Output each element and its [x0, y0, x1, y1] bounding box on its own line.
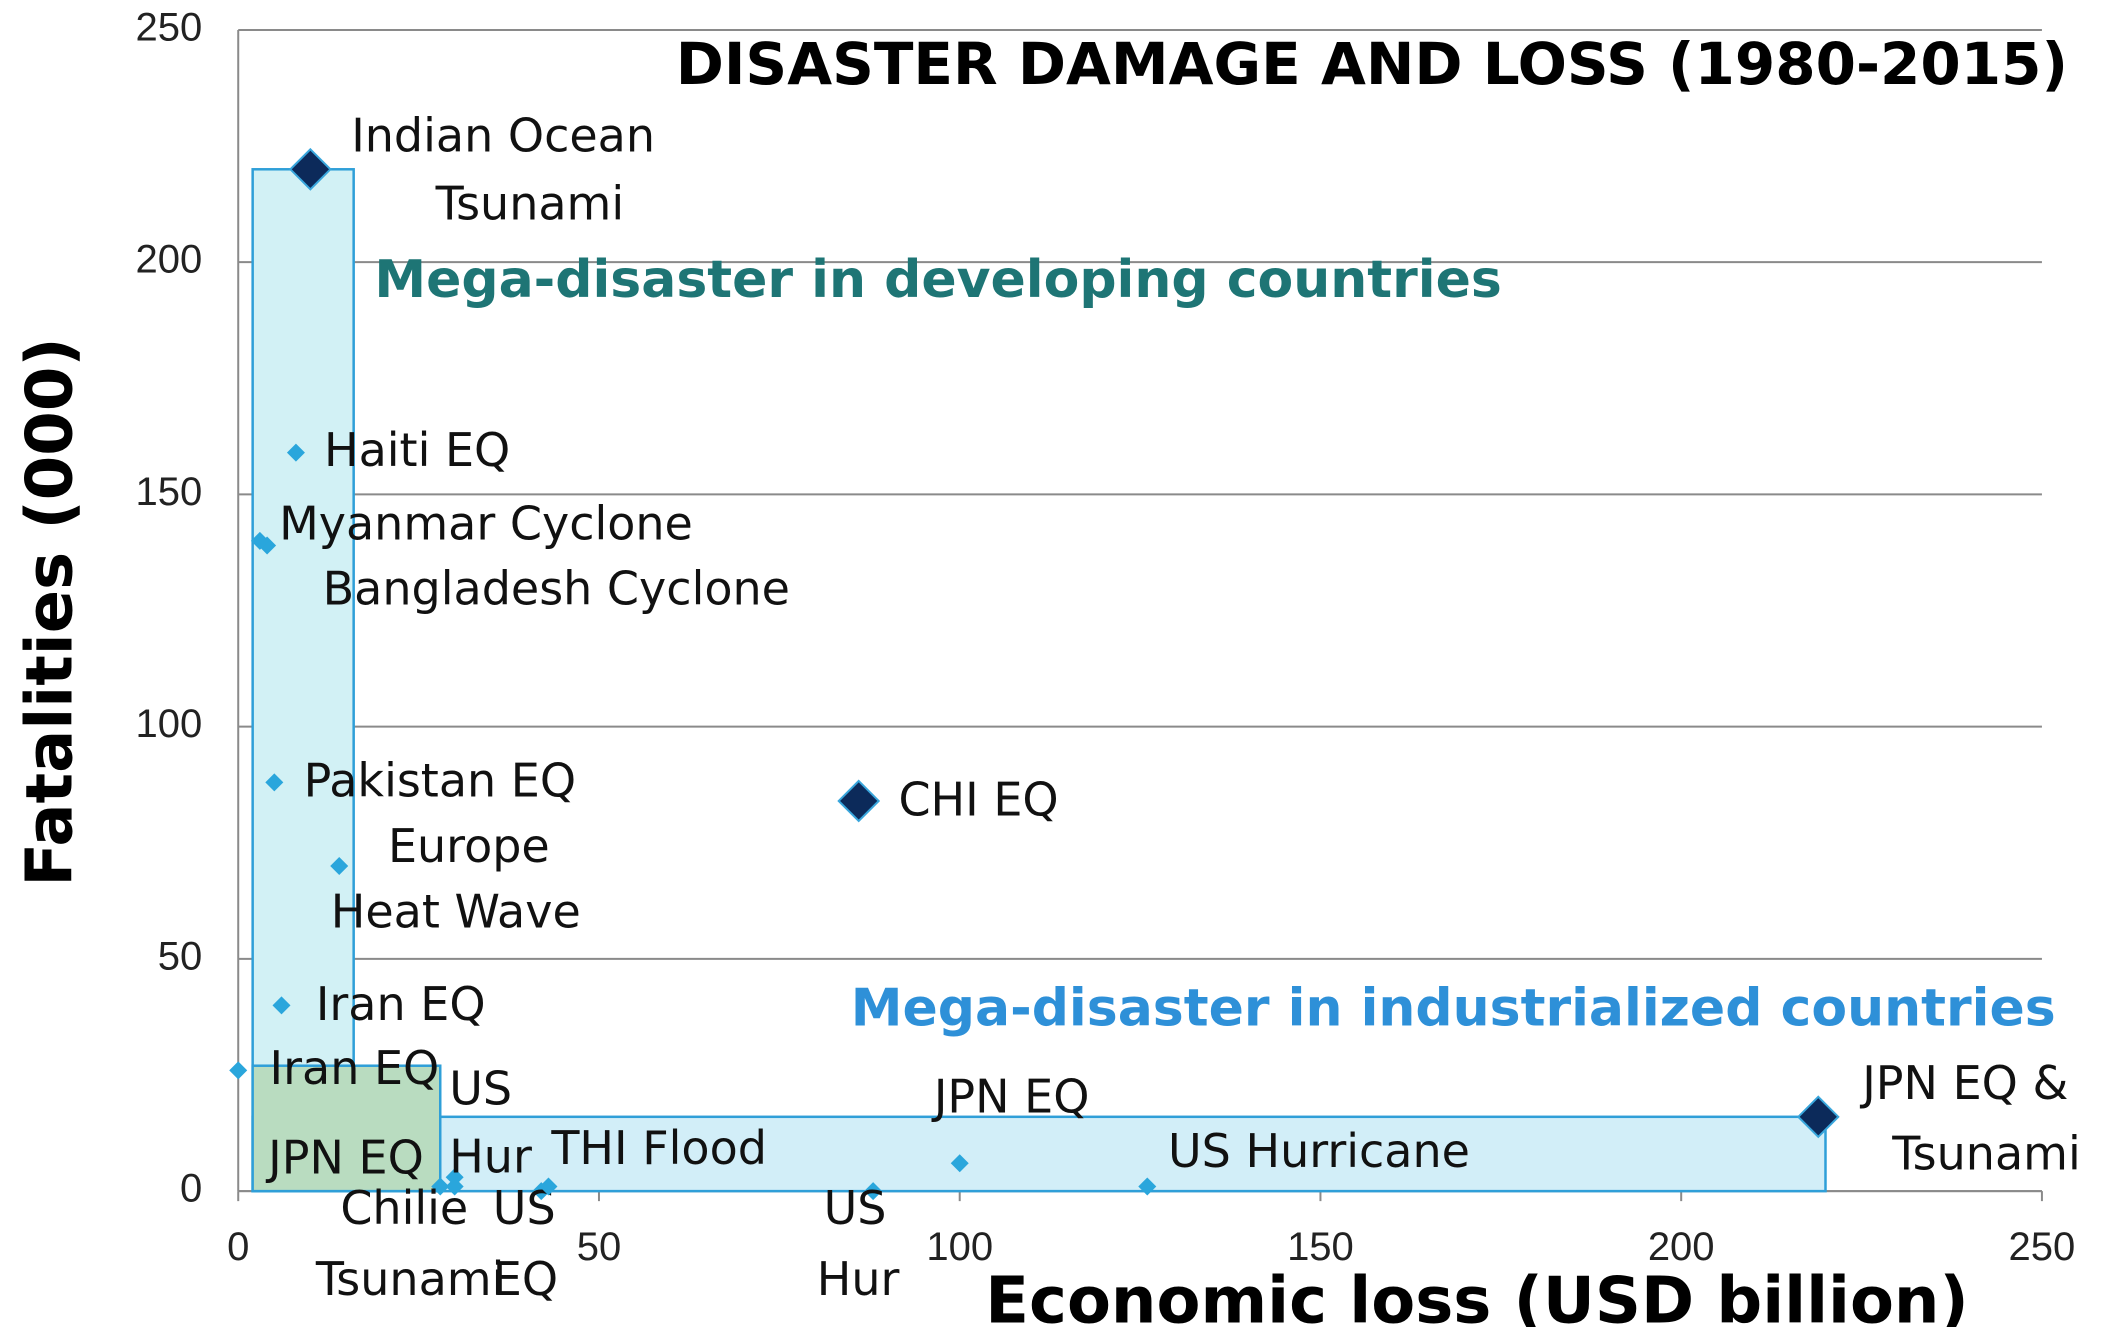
point-label: Tsunami [315, 1252, 505, 1306]
point-label: JPN EQ [265, 1131, 424, 1185]
x-axis-title: Economic loss (USD billion) [985, 1265, 1968, 1327]
point-label: Tsunami [1891, 1127, 2081, 1181]
point-label: Europe [388, 819, 550, 873]
point-label: JPN EQ [931, 1069, 1090, 1123]
point-label: Iran EQ [270, 1041, 440, 1095]
y-axis-title: Fatalities (000) [14, 337, 88, 886]
point-label: EQ [493, 1252, 558, 1306]
point [837, 779, 881, 823]
point-label: THI Flood [550, 1121, 767, 1175]
point-label: Pakistan EQ [304, 754, 577, 808]
region-box [251, 1115, 1827, 1193]
point [288, 147, 332, 191]
point-label: JPN EQ & [1859, 1056, 2068, 1110]
point [864, 1182, 883, 1201]
y-tick-label: 50 [158, 934, 203, 978]
chart-title: DISASTER DAMAGE AND LOSS (1980-2015) [676, 30, 2068, 98]
point-label: Haiti EQ [324, 423, 510, 477]
x-tick-label: 100 [926, 1225, 993, 1269]
point [950, 1154, 969, 1173]
y-tick-label: 250 [135, 6, 202, 50]
point-label: US [824, 1181, 887, 1235]
point-label: Tsunami [435, 176, 625, 230]
point-label: Bangladesh Cyclone [323, 562, 790, 616]
y-tick-label: 150 [135, 470, 202, 514]
point-label: Heat Wave [331, 884, 581, 938]
region-label: Mega-disaster in industrialized countrie… [851, 978, 2056, 1038]
point-label: US [449, 1061, 512, 1115]
x-tick-label: 0 [227, 1225, 249, 1269]
point-label: Indian Ocean [351, 108, 655, 162]
point-label: CHI EQ [898, 773, 1058, 827]
point-label: Hur [449, 1129, 532, 1183]
point [229, 1061, 248, 1080]
point [1138, 1177, 1157, 1196]
point-label: US Hurricane [1168, 1124, 1470, 1178]
point-label: Chilie [340, 1181, 468, 1235]
point-label: Iran EQ [316, 977, 486, 1031]
point [445, 1168, 464, 1187]
x-tick-label: 150 [1287, 1225, 1354, 1269]
point [1796, 1095, 1840, 1139]
point [250, 531, 269, 550]
point [272, 996, 291, 1015]
region-box [251, 1064, 442, 1193]
region-label: Mega-disaster in developing countries [374, 250, 1502, 310]
y-tick-label: 100 [135, 702, 202, 746]
x-tick-label: 50 [577, 1225, 622, 1269]
region-box [251, 168, 355, 1193]
point [539, 1177, 558, 1196]
y-tick-label: 0 [180, 1167, 202, 1211]
point-label: Myanmar Cyclone [279, 496, 693, 550]
x-tick-label: 250 [2009, 1225, 2076, 1269]
y-tick-label: 200 [135, 238, 202, 282]
point [265, 773, 284, 792]
point [330, 856, 349, 875]
point-label: Hur [817, 1252, 900, 1306]
point [431, 1177, 450, 1196]
x-tick-label: 200 [1648, 1225, 1715, 1269]
point [286, 443, 305, 462]
point [445, 1177, 464, 1196]
